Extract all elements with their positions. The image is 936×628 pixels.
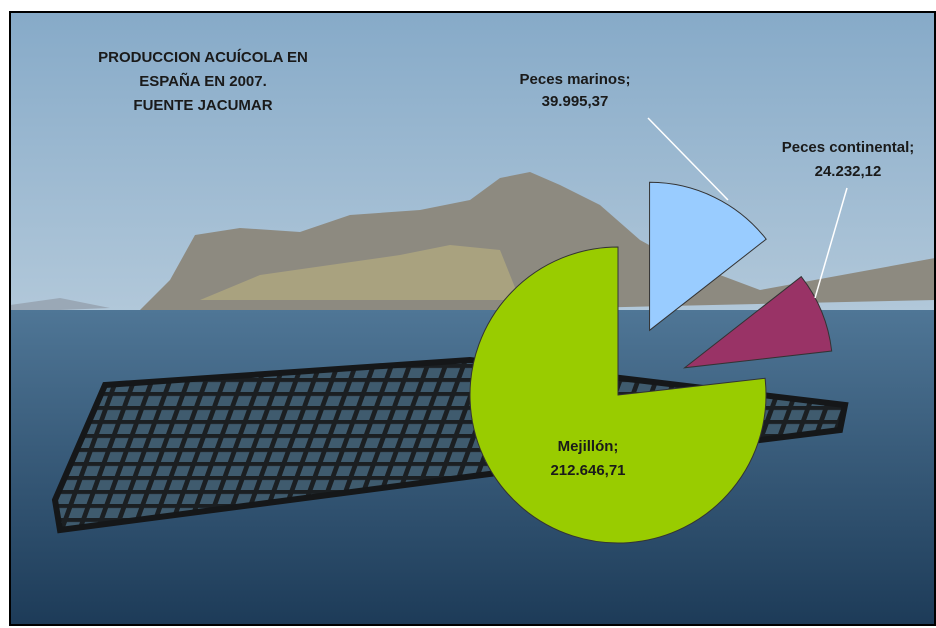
chart-title: FUENTE JACUMAR bbox=[133, 97, 272, 114]
chart-title: ESPAÑA EN 2007. bbox=[139, 72, 267, 90]
slice-value: 212.646,71 bbox=[550, 462, 625, 479]
slice-value: 39.995,37 bbox=[542, 93, 609, 110]
slice-label: Peces marinos; bbox=[520, 71, 631, 88]
slice-label: Mejillón; bbox=[558, 438, 619, 455]
chart-title: PRODUCCION ACUÍCOLA EN bbox=[98, 49, 308, 66]
slice-value: 24.232,12 bbox=[815, 163, 882, 180]
leader-line bbox=[814, 187, 848, 299]
leader-line bbox=[647, 117, 729, 201]
slice-label: Peces continental; bbox=[782, 139, 915, 156]
pie-slice bbox=[469, 246, 767, 544]
pie-slice bbox=[682, 275, 833, 369]
pie-slice bbox=[649, 181, 767, 332]
